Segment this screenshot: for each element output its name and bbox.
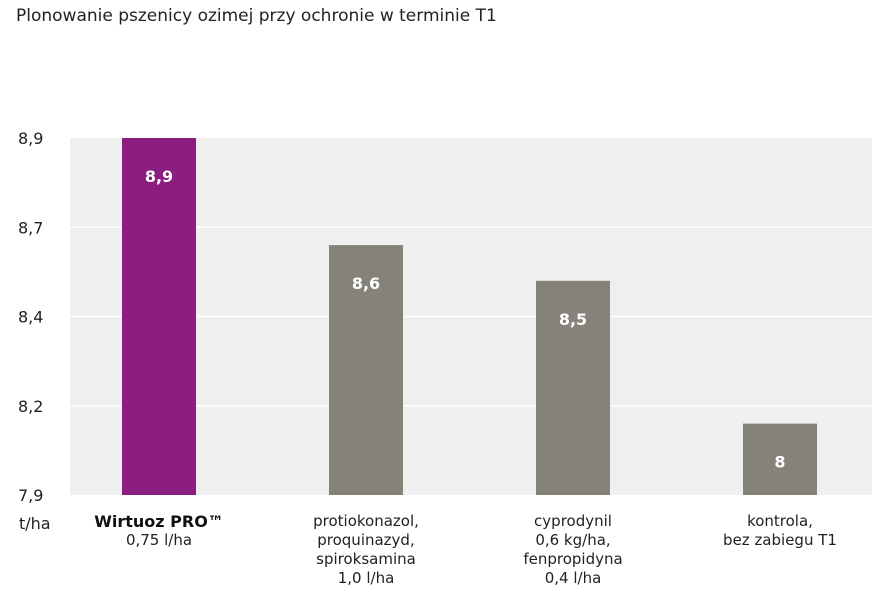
category-label: cyprodynil 0,6 kg/ha, fenpropidyna 0,4 l/ha <box>473 512 673 588</box>
category-label-line: 0,4 l/ha <box>544 569 602 587</box>
category-label: Wirtuoz PRO™ 0,75 l/ha <box>59 512 259 550</box>
bar <box>536 280 610 495</box>
category-label-line: proquinazyd, <box>317 531 415 549</box>
bar-value-label: 8 <box>774 453 785 472</box>
grid-lines <box>70 226 872 407</box>
y-tick-label: 8,4 <box>18 308 43 327</box>
category-label-line: spiroksamina <box>316 550 416 568</box>
bar <box>329 245 403 495</box>
bar <box>743 423 817 495</box>
category-label: protiokonazol, proquinazyd, spiroksamina 1,… <box>266 512 466 588</box>
category-label-line: cyprodynil <box>534 512 612 530</box>
y-tick-label: 7,9 <box>18 486 43 505</box>
category-label-line: kontrola, <box>747 512 813 530</box>
y-tick-label: 8,2 <box>18 397 43 416</box>
category-label-line: 0,6 kg/ha, <box>535 531 611 549</box>
bar <box>122 138 196 495</box>
y-tick-label: 8,9 <box>18 129 43 148</box>
y-axis-unit: t/ha <box>19 514 51 533</box>
category-label-line: fenpropidyna <box>523 550 623 568</box>
category-label-line: bez zabiegu T1 <box>723 531 837 549</box>
y-axis-ticks: 8,9 8,7 8,4 8,2 7,9 <box>18 129 43 505</box>
chart-title: Plonowanie pszenicy ozimej przy ochronie… <box>16 6 497 26</box>
bars <box>122 138 817 495</box>
bar-value-label: 8,5 <box>559 310 587 329</box>
bar-value-label: 8,9 <box>145 167 173 186</box>
bar-value-label: 8,6 <box>352 274 380 293</box>
category-label-line: 0,75 l/ha <box>125 531 193 549</box>
y-tick-label: 8,7 <box>18 218 43 237</box>
category-label-line: 1,0 l/ha <box>337 569 395 587</box>
category-label: kontrola, bez zabiegu T1 <box>680 512 880 550</box>
category-label-line: Wirtuoz PRO™ <box>94 512 224 531</box>
value-labels: 8,9 8,6 8,5 8 <box>145 167 786 472</box>
category-label-line: protiokonazol, <box>313 512 419 530</box>
